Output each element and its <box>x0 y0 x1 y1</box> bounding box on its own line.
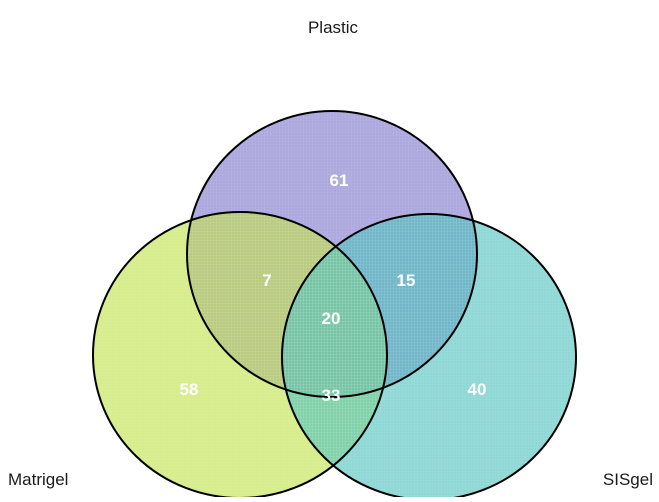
sisgel-label: SISgel <box>603 470 653 489</box>
count-matrigel-sisgel: 33 <box>322 386 341 405</box>
count-matrigel-only: 58 <box>180 380 199 399</box>
matrigel-label: Matrigel <box>8 470 68 489</box>
count-plastic-only: 61 <box>330 171 349 190</box>
count-plastic-sisgel: 15 <box>397 271 416 290</box>
plastic-label: Plastic <box>308 18 359 37</box>
plastic-outline <box>186 110 478 398</box>
count-plastic-matrigel: 7 <box>262 271 271 290</box>
count-sisgel-only: 40 <box>468 380 487 399</box>
count-all-three: 20 <box>322 309 341 328</box>
texture-overlay <box>93 111 576 500</box>
